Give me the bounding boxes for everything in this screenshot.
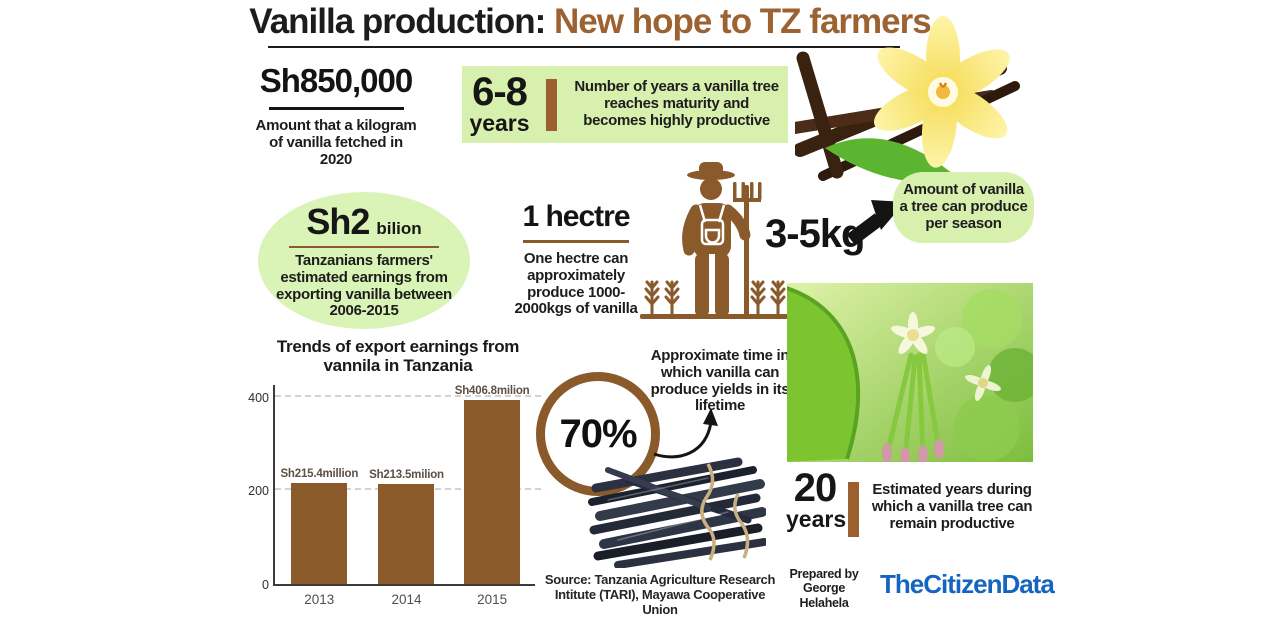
hectare-value: 1 hectre — [522, 200, 630, 233]
hectare-stat: 1 hectre One hectre can approximately pr… — [505, 200, 647, 318]
title-underline — [268, 46, 900, 48]
price-rule — [268, 107, 404, 110]
maturity-caption: Number of years a vanilla tree reaches m… — [574, 78, 779, 129]
per-season-caption: Amount of vanilla a tree can produce per… — [899, 181, 1028, 232]
lifespan-divider — [848, 482, 859, 537]
chart-bar-group: Sh406.8milion 2015 — [454, 385, 530, 607]
chart-plot: 0 200 400 Sh215.4million 2013 Sh213.5milion 20… — [248, 385, 541, 607]
vanilla-plant-photo — [782, 283, 1042, 467]
yield-caption: Approximate time in which vanilla can pr… — [650, 347, 790, 415]
earnings-value: Sh2 — [306, 200, 370, 242]
yield-value: 70% — [559, 411, 637, 456]
farmer-icon — [638, 158, 790, 334]
earnings-number: Sh2 bilion — [306, 201, 421, 243]
chart-bar — [464, 400, 521, 584]
maturity-divider — [545, 78, 557, 131]
chart-bar-group: Sh215.4million 2013 — [280, 385, 359, 607]
vanilla-flower-photo — [789, 0, 1035, 188]
curved-arrow-icon — [648, 404, 728, 462]
export-earnings-chart: Trends of export earnings from vannila i… — [245, 337, 551, 623]
price-value: Sh850,000 — [259, 62, 413, 99]
maturity-number: 6-8 years — [469, 70, 530, 136]
chart-gridline — [275, 394, 541, 397]
page-title: Vanilla production: New hope to TZ farme… — [240, 2, 940, 42]
lifespan-number: 20 years — [786, 466, 847, 532]
author-name: George Helahela — [799, 581, 849, 610]
lifespan-value: 20 — [793, 466, 838, 510]
hectare-rule — [523, 240, 629, 243]
chart-xtick: 2015 — [477, 592, 508, 607]
chart-xtick: 2014 — [391, 592, 422, 607]
price-caption: Amount that a kilogram of vanilla fetche… — [255, 117, 417, 168]
chart-ytick: 200 — [248, 484, 269, 499]
earnings-stat: Sh2 bilion Tanzanians farmers' estimated… — [258, 192, 470, 329]
chart-ytick: 0 — [262, 578, 269, 592]
page-title-prefix: Vanilla production: — [249, 2, 555, 41]
chart-bar-label: Sh213.5milion — [369, 469, 444, 482]
prepared-label: Prepared by — [789, 567, 859, 581]
lifespan-caption: Estimated years during which a vanilla t… — [871, 481, 1033, 532]
price-stat: Sh850,000 Amount that a kilogram of vani… — [252, 62, 420, 168]
maturity-value: 6-8 — [472, 70, 528, 114]
chart-bar — [291, 483, 348, 584]
maturity-stat: 6-8 years Number of years a vanilla tree… — [462, 66, 788, 143]
chart-bar-label: Sh406.8milion — [454, 385, 530, 397]
chart-xtick: 2013 — [304, 592, 335, 607]
earnings-rule — [289, 245, 439, 248]
lifespan-unit: years — [786, 506, 847, 532]
chart-bar-label: Sh215.4million — [280, 468, 359, 481]
source-text: Source: Tanzania Agriculture Research In… — [544, 572, 776, 617]
per-season-bubble: Amount of vanilla a tree can produce per… — [893, 172, 1034, 243]
brand-logo: TheCitizenData — [880, 569, 1055, 599]
maturity-unit: years — [469, 110, 530, 136]
chart-bar-group: Sh213.5milion 2014 — [369, 385, 444, 607]
dried-pods-photo — [588, 450, 768, 569]
chart-title: Trends of export earnings from vannila i… — [276, 337, 520, 375]
vanilla-flower-illustration — [789, 16, 1020, 183]
page-title-highlight: New hope to TZ farmers — [554, 2, 932, 41]
chart-bar — [378, 484, 435, 584]
chart-ytick: 400 — [248, 390, 269, 405]
hectare-caption: One hectre can approximately produce 100… — [514, 250, 638, 318]
prepared-by: Prepared by George Helahela — [778, 567, 870, 610]
earnings-unit: bilion — [376, 218, 422, 238]
earnings-caption: Tanzanians farmers' estimated earnings f… — [276, 251, 452, 320]
